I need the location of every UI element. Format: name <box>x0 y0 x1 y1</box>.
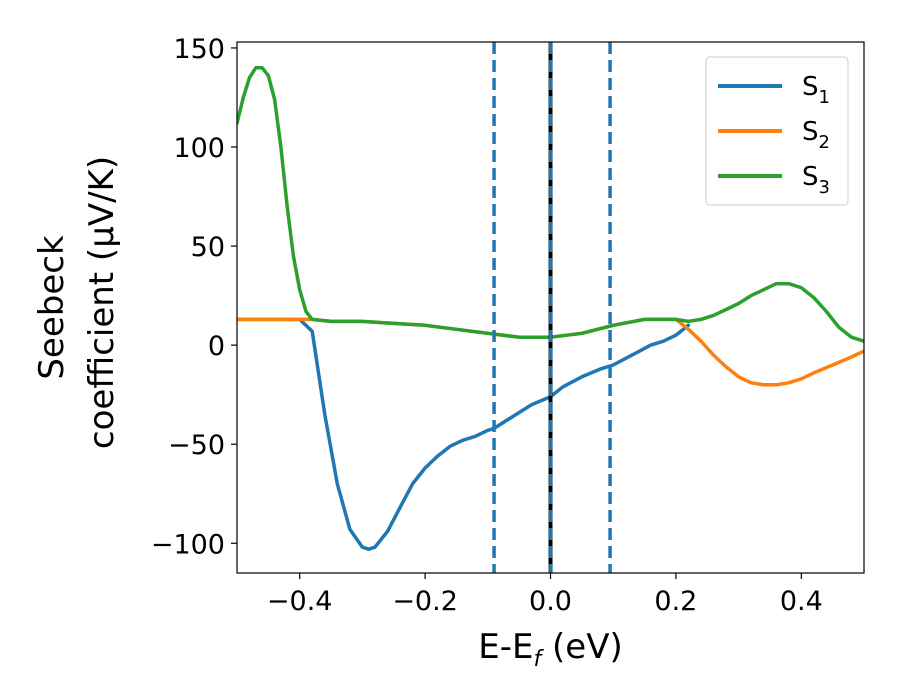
y-tick-label: −50 <box>168 430 225 461</box>
x-tick-label: −0.2 <box>392 586 458 617</box>
y-tick-label: 50 <box>191 232 225 263</box>
series-line-s3 <box>237 66 864 343</box>
y-tick-label: 100 <box>173 133 225 164</box>
y-axis-label-line1: Seebeck <box>32 235 72 380</box>
x-tick-label: 0.4 <box>780 586 823 617</box>
y-tick-label: 150 <box>173 34 225 65</box>
legend: S1 S2 S3 <box>705 56 849 206</box>
y-tick-label: −100 <box>151 529 225 560</box>
vertical-reference-lines <box>492 42 612 573</box>
x-tick-label: −0.4 <box>267 586 333 617</box>
y-tick-label: 0 <box>208 331 225 362</box>
axis-ticks: −0.4 −0.2 0.0 0.2 0.4 −100 −50 0 50 100 150 <box>151 34 823 617</box>
x-tick-label: 0.0 <box>529 586 572 617</box>
series-line-s1 <box>237 317 691 551</box>
legend-label-s1: S1 <box>802 72 830 108</box>
y-axis-label-line2: coefficient (μV/K) <box>82 156 122 449</box>
x-axis-label: E-Ef (eV) <box>478 627 623 672</box>
legend-label-s2: S2 <box>802 117 830 153</box>
legend-label-s3: S3 <box>802 162 830 198</box>
x-tick-label: 0.2 <box>654 586 697 617</box>
